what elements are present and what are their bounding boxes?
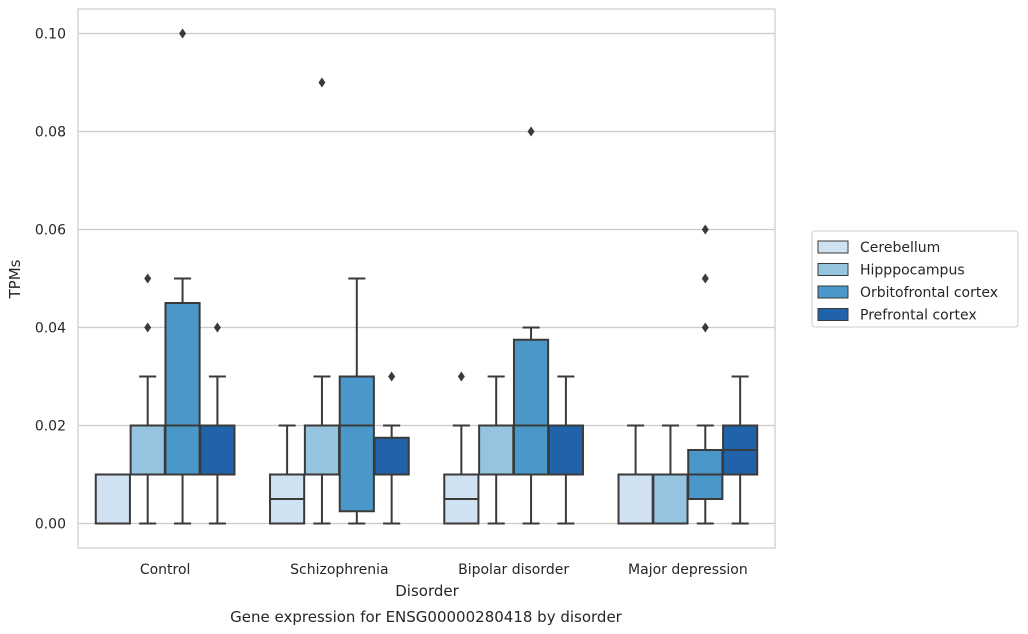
box-body [617, 473, 654, 525]
box-3-1 [652, 424, 689, 525]
box-3-3 [722, 375, 759, 525]
chart-title: Gene expression for ENSG00000280418 by d… [230, 608, 623, 626]
x-axis-ticks: Control Schizophrenia Bipolar disorder Majo… [140, 562, 748, 578]
y-axis-label: TPMs [6, 259, 24, 299]
x-tick-label: Control [140, 562, 191, 578]
outlier-point [144, 322, 152, 333]
legend-label: Prefrontal cortex [860, 308, 977, 324]
box-groups [94, 28, 759, 525]
box-body [338, 375, 375, 513]
outlier-point [457, 371, 465, 382]
legend: Cerebellum Hipppocampus Orbitofrontal cort… [811, 230, 1019, 328]
x-tick-label: Major depression [628, 562, 748, 578]
box-3-0 [617, 424, 654, 525]
outlier-point [213, 322, 221, 333]
box-body [129, 424, 166, 476]
box-body [373, 436, 410, 476]
legend-swatch [817, 308, 849, 321]
legend-frame [811, 230, 1019, 328]
legend-swatch [817, 285, 849, 299]
box-body [652, 473, 689, 525]
box-2-3 [547, 375, 584, 525]
x-tick-label: Bipolar disorder [458, 562, 569, 578]
y-tick-label: 0.02 [35, 419, 66, 435]
box-1-2 [338, 277, 375, 525]
box-1-1 [303, 77, 341, 525]
y-tick-label: 0.00 [35, 517, 66, 533]
box-body [199, 424, 236, 476]
box-0-1 [129, 273, 166, 525]
box-2-2 [512, 126, 550, 525]
x-tick-label: Schizophrenia [290, 562, 388, 578]
box-body [478, 424, 515, 476]
outlier-point [701, 322, 709, 333]
box-body [94, 473, 131, 525]
box-0-0 [94, 473, 131, 525]
box-body [512, 338, 550, 476]
outlier-point [388, 371, 396, 382]
legend-label: Orbitofrontal cortex [860, 285, 998, 301]
box-body [303, 424, 341, 476]
legend-label: Hipppocampus [860, 263, 965, 279]
box-0-2 [164, 28, 201, 525]
y-axis-ticks: 0.00 0.02 0.04 0.06 0.08 0.10 [35, 27, 66, 533]
plot-frame [77, 8, 776, 549]
legend-label: Cerebellum [860, 240, 940, 256]
box-2-0 [443, 371, 480, 525]
box-body [164, 302, 201, 476]
outlier-point [179, 28, 187, 39]
outlier-point [701, 273, 709, 284]
outlier-point [527, 126, 535, 137]
box-1-3 [373, 371, 410, 525]
legend-swatch [817, 240, 849, 254]
y-tick-label: 0.06 [35, 223, 66, 239]
box-2-1 [478, 375, 515, 525]
legend-swatch [817, 263, 849, 276]
y-tick-label: 0.08 [35, 125, 66, 141]
y-tick-label: 0.10 [35, 27, 66, 43]
outlier-point [701, 224, 709, 235]
outlier-point [318, 77, 326, 88]
y-tick-label: 0.04 [35, 321, 66, 337]
outlier-point [144, 273, 152, 284]
box-1-0 [269, 424, 306, 525]
box-body [547, 424, 584, 476]
x-axis-label: Disorder [395, 582, 459, 600]
box-3-2 [687, 224, 724, 525]
box-0-3 [199, 322, 236, 525]
